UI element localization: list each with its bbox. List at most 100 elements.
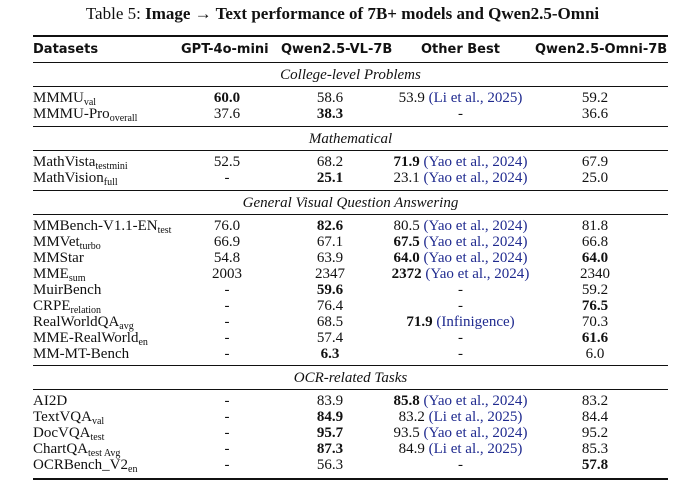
other-value: 71.9 [406,314,433,330]
dataset-label: MathVision [33,170,104,186]
table-row: MME-RealWorlden - 57.4 - 61.6 [0,330,685,348]
table-row: MathVisionfull - 25.1 23.1 (Yao et al., … [0,170,685,188]
dataset-name: MMStar [33,250,84,266]
qwen-value: 38.3 [316,106,344,122]
dataset-name: MM-MT-Bench [33,346,129,362]
dataset-subscript: val [91,416,105,427]
omni-value: 84.4 [581,409,609,425]
other-value: 67.5 [393,234,420,250]
other-value: 64.0 [393,250,420,266]
omni-value: 25.0 [581,170,609,186]
dataset-label: MuirBench [33,282,102,298]
omni-value: 2340 [580,266,610,282]
omni-value: 59.2 [581,90,609,106]
section-rule [33,150,668,151]
header-gpt: GPT-4o-mini [181,42,269,57]
dataset-subscript: testmini [95,161,128,172]
dataset-subscript: avg [119,321,134,332]
qwen-value: 57.4 [316,330,344,346]
table-row: RealWorldQAavg - 68.5 71.9 (Infinigence)… [0,314,685,332]
citation-link[interactable]: (Yao et al., 2024) [423,393,528,409]
dataset-name: MMMUval [33,90,97,108]
dataset-name: ChartQAtest Avg [33,441,120,459]
citation-link[interactable]: (Infinigence) [436,314,515,330]
gpt-value: 60.0 [213,90,241,106]
section-rule [33,365,668,366]
qwen-value: 68.2 [316,154,344,170]
omni-value: 64.0 [581,250,609,266]
omni-value: 95.2 [581,425,609,441]
dataset-label: MMVet [33,234,80,250]
other-best: 93.5 (Yao et al., 2024) [358,425,563,441]
gpt-value: - [224,314,230,330]
dataset-label: MMMU-Pro [33,106,110,122]
citation-link[interactable]: (Li et al., 2025) [428,441,523,457]
gpt-value: 54.8 [213,250,241,266]
omni-value: 6.0 [585,346,605,362]
gpt-value: 76.0 [213,218,241,234]
table-row: DocVQAtest - 95.7 93.5 (Yao et al., 2024… [0,425,685,443]
qwen-value: 76.4 [316,298,344,314]
omni-value: 66.8 [581,234,609,250]
dataset-subscript: en [138,337,148,348]
other-best: 53.9 (Li et al., 2025) [358,90,563,106]
omni-value: 76.5 [581,298,609,314]
header-rule [33,62,668,63]
header-qwen: Qwen2.5-VL-7B [281,42,393,57]
gpt-value: 66.9 [213,234,241,250]
citation-text: Yao et al., 2024 [428,234,523,250]
citation-link[interactable]: (Yao et al., 2024) [425,266,530,282]
other-best: 80.5 (Yao et al., 2024) [358,218,563,234]
citation-link[interactable]: (Yao et al., 2024) [423,170,528,186]
section-math: Mathematical [308,131,393,147]
dataset-label: MMBench-V1.1-EN [33,218,158,234]
citation-link[interactable]: (Yao et al., 2024) [423,218,528,234]
section-rule [33,389,668,390]
table-row: MMMU-Prooverall 37.6 38.3 - 36.6 [0,106,685,124]
citation-text: Infinigence [441,314,510,330]
citation-text: Li et al., 2025 [433,441,518,457]
table-row: MuirBench - 59.6 - 59.2 [0,282,685,298]
table-row: MM-MT-Bench - 6.3 - 6.0 [0,346,685,362]
dataset-subscript: val [83,97,97,108]
dataset-name: OCRBench_V2en [33,457,138,475]
gpt-value: - [224,170,230,186]
gpt-value: 52.5 [213,154,241,170]
dataset-subscript: sum [68,273,86,284]
bottom-rule [33,478,668,480]
header-datasets: Datasets [33,42,99,57]
other-best: 84.9 (Li et al., 2025) [358,441,563,457]
gpt-value: 37.6 [213,106,241,122]
dataset-subscript: full [103,177,118,188]
omni-value: 61.6 [581,330,609,346]
citation-link[interactable]: (Yao et al., 2024) [423,250,528,266]
header-other: Other Best [421,42,500,57]
table-row: OCRBench_V2en - 56.3 - 57.8 [0,457,685,475]
table-row: CRPErelation - 76.4 - 76.5 [0,298,685,316]
section-rule [33,126,668,127]
other-value: - [458,282,463,298]
other-best: 85.8 (Yao et al., 2024) [358,393,563,409]
dataset-label: MM-MT-Bench [33,346,130,362]
table-row: TextVQAval - 84.9 83.2 (Li et al., 2025)… [0,409,685,427]
citation-link[interactable]: (Li et al., 2025) [428,409,523,425]
qwen-value: 84.9 [316,409,344,425]
dataset-subscript: en [128,464,138,475]
citation-link[interactable]: (Yao et al., 2024) [423,425,528,441]
other-best: 2372 (Yao et al., 2024) [358,266,563,282]
citation-link[interactable]: (Li et al., 2025) [428,90,523,106]
citation-link[interactable]: (Yao et al., 2024) [423,154,528,170]
other-value: 85.8 [393,393,420,409]
dataset-name: CRPErelation [33,298,101,316]
other-best: 23.1 (Yao et al., 2024) [358,170,563,186]
omni-value: 67.9 [581,154,609,170]
qwen-value: 87.3 [316,441,344,457]
qwen-value: 56.3 [316,457,344,473]
gpt-value: - [224,330,230,346]
citation-link[interactable]: (Yao et al., 2024) [423,234,528,250]
dataset-name: RealWorldQAavg [33,314,134,332]
dataset-subscript: turbo [79,241,101,252]
qwen-value: 25.1 [316,170,344,186]
qwen-value: 67.1 [316,234,344,250]
